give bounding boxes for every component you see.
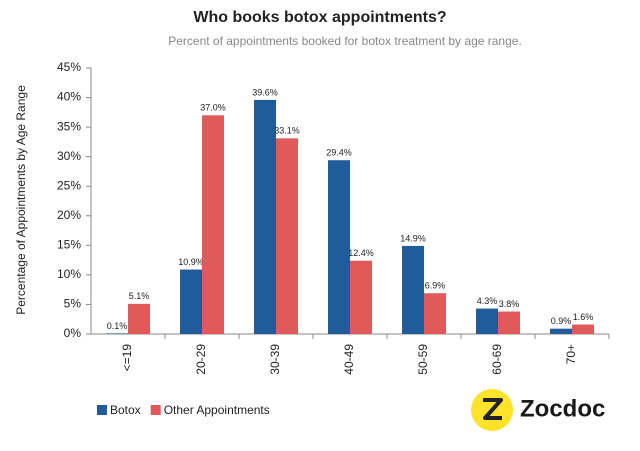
y-tick-label: 45% — [57, 60, 81, 74]
y-tick-label: 15% — [57, 238, 81, 252]
legend-swatch — [97, 405, 107, 415]
bar — [350, 260, 372, 334]
value-label: 10.9% — [178, 257, 204, 267]
y-axis-label: Percentage of Appointments by Age Range — [14, 85, 28, 315]
bar — [550, 328, 572, 334]
chart-title: Who books botox appointments? — [193, 9, 446, 26]
logo-text: Zocdoc — [520, 395, 605, 422]
bar — [254, 99, 276, 334]
bar — [402, 245, 424, 334]
bar — [180, 269, 202, 334]
y-tick-label: 40% — [57, 90, 81, 104]
value-label: 4.3% — [477, 296, 498, 306]
y-tick-label: 5% — [64, 297, 82, 311]
value-label: 3.8% — [499, 299, 520, 309]
y-tick-label: 20% — [57, 208, 81, 222]
legend-label: Other Appointments — [164, 403, 270, 417]
value-label: 33.1% — [274, 126, 300, 136]
bar — [328, 160, 350, 334]
x-tick-label: <=19 — [120, 344, 134, 372]
bar — [424, 293, 446, 334]
legend-swatch — [150, 405, 161, 415]
x-tick-label: 30-39 — [268, 344, 282, 375]
logo-icon — [483, 398, 503, 420]
logo: Zocdoc — [471, 389, 605, 431]
y-tick-label: 10% — [57, 267, 81, 281]
value-label: 12.4% — [348, 248, 374, 258]
value-label: 39.6% — [252, 87, 278, 97]
value-label: 0.1% — [107, 321, 128, 331]
x-tick-label: 70+ — [564, 344, 578, 364]
bar — [202, 115, 224, 335]
bar — [498, 311, 520, 334]
value-label: 5.1% — [129, 291, 150, 301]
bar — [106, 333, 128, 334]
x-tick-label: 40-49 — [342, 344, 356, 375]
value-label: 37.0% — [200, 103, 226, 113]
chart-subtitle: Percent of appointments booked for botox… — [168, 34, 522, 48]
y-tick-label: 25% — [57, 178, 81, 192]
y-tick-label: 0% — [64, 326, 82, 340]
value-label: 29.4% — [326, 148, 352, 158]
value-label: 14.9% — [400, 233, 426, 243]
value-label: 1.6% — [573, 312, 594, 322]
y-tick-label: 30% — [57, 149, 81, 163]
bar — [476, 308, 498, 334]
bar — [276, 138, 298, 334]
value-label: 6.9% — [425, 281, 446, 291]
legend-label: Botox — [110, 403, 141, 417]
x-tick-label: 20-29 — [194, 344, 208, 375]
x-tick-label: 50-59 — [416, 344, 430, 375]
bar — [128, 303, 150, 334]
x-tick-label: 60-69 — [490, 344, 504, 375]
bar — [572, 324, 594, 334]
value-label: 0.9% — [551, 316, 572, 326]
y-tick-label: 35% — [57, 119, 81, 133]
